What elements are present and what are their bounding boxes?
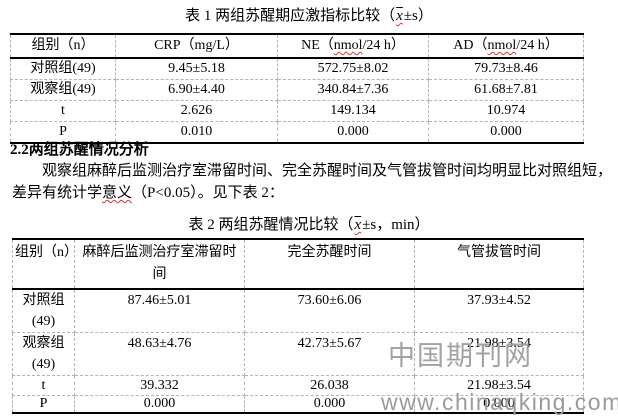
xbar-symbol: x [354, 217, 362, 233]
row-label: 对照组(49) [12, 288, 75, 333]
cell-value: 21.98±3.54 [414, 375, 584, 396]
table1-header-group: 组别（n） [10, 33, 116, 59]
ne-unit-spellcheck: nmol [333, 38, 363, 53]
cell-value: 37.93±4.52 [414, 288, 584, 333]
table-row: 对照组(49) 9.45±5.18 572.75±8.02 79.73±8.46 [10, 57, 584, 80]
cell-value: 10.974 [428, 100, 584, 122]
table1-title-suffix: ±s） [403, 8, 433, 24]
row-label: 观察组(49) [12, 332, 75, 376]
cell-value: 0.000 [428, 121, 584, 144]
cell-value: 0.010 [115, 121, 278, 144]
yiyi-spellcheck: 意义 [102, 185, 133, 201]
cell-value: 0.000 [414, 395, 584, 414]
ad-unit-spellcheck: nmol [487, 38, 517, 53]
cell-value: 9.45±5.18 [115, 57, 278, 80]
xbar-spellcheck-underline: x [353, 217, 362, 233]
cell-value: 0.000 [277, 121, 429, 144]
cell-value: 39.332 [74, 375, 245, 396]
section-heading: 2.2两组苏醒情况分析 [10, 142, 149, 158]
table2-header-group: 组别（n） [12, 238, 75, 290]
table-row: t 2.626 149.134 10.974 [10, 100, 584, 122]
cell-value: 61.68±7.81 [428, 79, 584, 101]
table1-header-row: 组别（n） CRP（mg/L） NE（nmol/24 h） AD（nmol/24… [10, 33, 584, 59]
cell-value: 6.90±4.40 [115, 79, 278, 101]
cell-value: 572.75±8.02 [277, 57, 429, 80]
table-row: t 39.332 26.038 21.98±3.54 [12, 375, 584, 396]
table2-header-pacu-time: 麻醉后监测治疗室滞留时间 [74, 238, 245, 290]
table2-header-row: 组别（n） 麻醉后监测治疗室滞留时间 完全苏醒时间 气管拔管时间 [12, 238, 584, 290]
table1-header-crp: CRP（mg/L） [115, 33, 278, 59]
table-row: 对照组(49) 87.46±5.01 73.60±6.06 37.93±4.52 [12, 288, 584, 333]
cell-value: 2.626 [115, 100, 278, 122]
paragraph-line-1: 观察组麻醉后监测治疗室滞留时间、完全苏醒时间及气管拔管时间均明显比对照组短， [42, 163, 613, 179]
row-label: P [10, 121, 116, 144]
watermark-site-url: www.chinaqking.com [381, 389, 618, 415]
table2-title-suffix: ±s，min） [362, 217, 430, 233]
row-label: 观察组(49) [10, 79, 116, 101]
table1-header-ad: AD（nmol/24 h） [428, 33, 584, 59]
table2-header-extubation: 气管拔管时间 [414, 238, 584, 290]
cell-value: 26.038 [244, 375, 415, 396]
table2-title: 表 2 两组苏醒情况比较（x±s，min） [0, 215, 618, 235]
cell-value: 42.73±5.67 [244, 332, 415, 376]
row-label: P [12, 395, 75, 414]
cell-value: 73.60±6.06 [244, 288, 415, 333]
table1-title-text: 表 1 两组苏醒期应激指标比较（ [185, 8, 396, 24]
table1-stress-indicators: 组别（n） CRP（mg/L） NE（nmol/24 h） AD（nmol/24… [10, 33, 584, 144]
cell-value: 149.134 [277, 100, 429, 122]
paragraph-line-2: 差异有统计学意义（P<0.05）。见下表 2： [12, 185, 284, 201]
table2-header-full-recovery: 完全苏醒时间 [244, 238, 415, 290]
table2-recovery-times: 组别（n） 麻醉后监测治疗室滞留时间 完全苏醒时间 气管拔管时间 对照组(49)… [12, 238, 584, 414]
row-label: 对照组(49) [10, 57, 116, 80]
cell-value: 0.000 [74, 395, 245, 414]
cell-value: 79.73±8.46 [428, 57, 584, 80]
cell-value: 0.000 [244, 395, 415, 414]
table1-title: 表 1 两组苏醒期应激指标比较（x±s） [0, 6, 618, 26]
xbar-spellcheck-underline: x [395, 8, 404, 24]
row-label: t [12, 375, 75, 396]
table2-title-text: 表 2 两组苏醒情况比较（ [188, 217, 354, 233]
table-row: 观察组(49) 6.90±4.40 340.84±7.36 61.68±7.81 [10, 79, 584, 101]
cell-value: 340.84±7.36 [277, 79, 429, 101]
watermark-site-name: 中国期刊网 [388, 341, 533, 371]
table-row: P 0.010 0.000 0.000 [10, 121, 584, 144]
xbar-symbol: x [396, 8, 403, 24]
cell-value: 87.46±5.01 [74, 288, 245, 333]
table1-header-ne: NE（nmol/24 h） [277, 33, 429, 59]
row-label: t [10, 100, 116, 122]
table-row: P 0.000 0.000 0.000 [12, 395, 584, 414]
cell-value: 48.63±4.76 [74, 332, 245, 376]
